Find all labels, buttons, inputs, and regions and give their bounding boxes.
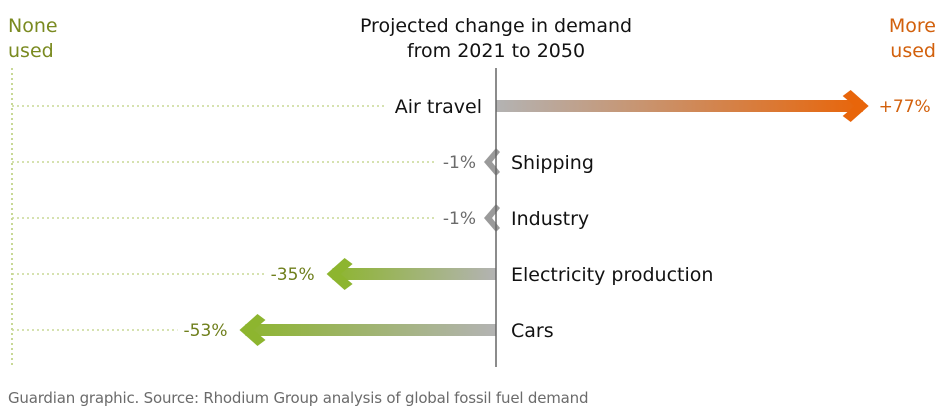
arrow-head-cars <box>239 314 266 346</box>
right-axis-label-line-2: used <box>890 40 936 62</box>
value-label: -1% <box>443 153 476 173</box>
category-label: Shipping <box>511 152 594 174</box>
arrow-head-electricity-production <box>326 258 353 290</box>
chart-title-line-2: from 2021 to 2050 <box>407 40 585 62</box>
right-axis-label-line-1: More <box>889 15 936 37</box>
value-label: -1% <box>443 209 476 229</box>
category-label: Electricity production <box>511 264 713 286</box>
arrow-head-air-travel <box>842 90 869 122</box>
category-label: Air travel <box>395 96 482 118</box>
value-label: -35% <box>271 265 315 285</box>
bar-cars <box>245 324 496 336</box>
left-axis-label-line-1: None <box>8 15 58 37</box>
value-label: -53% <box>184 321 228 341</box>
source-footer: Guardian graphic. Source: Rhodium Group … <box>8 389 589 407</box>
category-label: Industry <box>511 208 589 230</box>
arrow-head-industry <box>484 204 500 232</box>
value-label: +77% <box>879 97 931 117</box>
chart-title-line-1: Projected change in demand <box>360 15 632 37</box>
arrow-head-shipping <box>484 148 500 176</box>
category-label: Cars <box>511 320 554 342</box>
bar-air-travel <box>496 100 863 112</box>
bar-electricity-production <box>332 268 496 280</box>
left-axis-label-line-2: used <box>8 40 54 62</box>
